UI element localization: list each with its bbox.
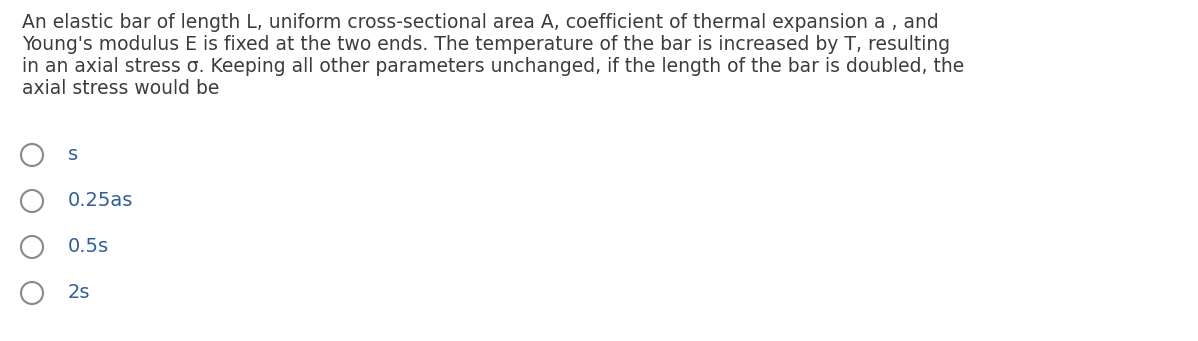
Text: s: s xyxy=(68,146,78,164)
Text: Young's modulus E is fixed at the two ends. The temperature of the bar is increa: Young's modulus E is fixed at the two en… xyxy=(22,35,950,55)
Text: An elastic bar of length L, uniform cross-sectional area A, coefficient of therm: An elastic bar of length L, uniform cros… xyxy=(22,14,939,32)
Text: 2s: 2s xyxy=(68,283,91,302)
Text: axial stress would be: axial stress would be xyxy=(22,79,219,99)
Text: in an axial stress σ. Keeping all other parameters unchanged, if the length of t: in an axial stress σ. Keeping all other … xyxy=(22,58,964,76)
Text: 0.5s: 0.5s xyxy=(68,237,109,256)
Text: 0.25as: 0.25as xyxy=(68,192,133,210)
